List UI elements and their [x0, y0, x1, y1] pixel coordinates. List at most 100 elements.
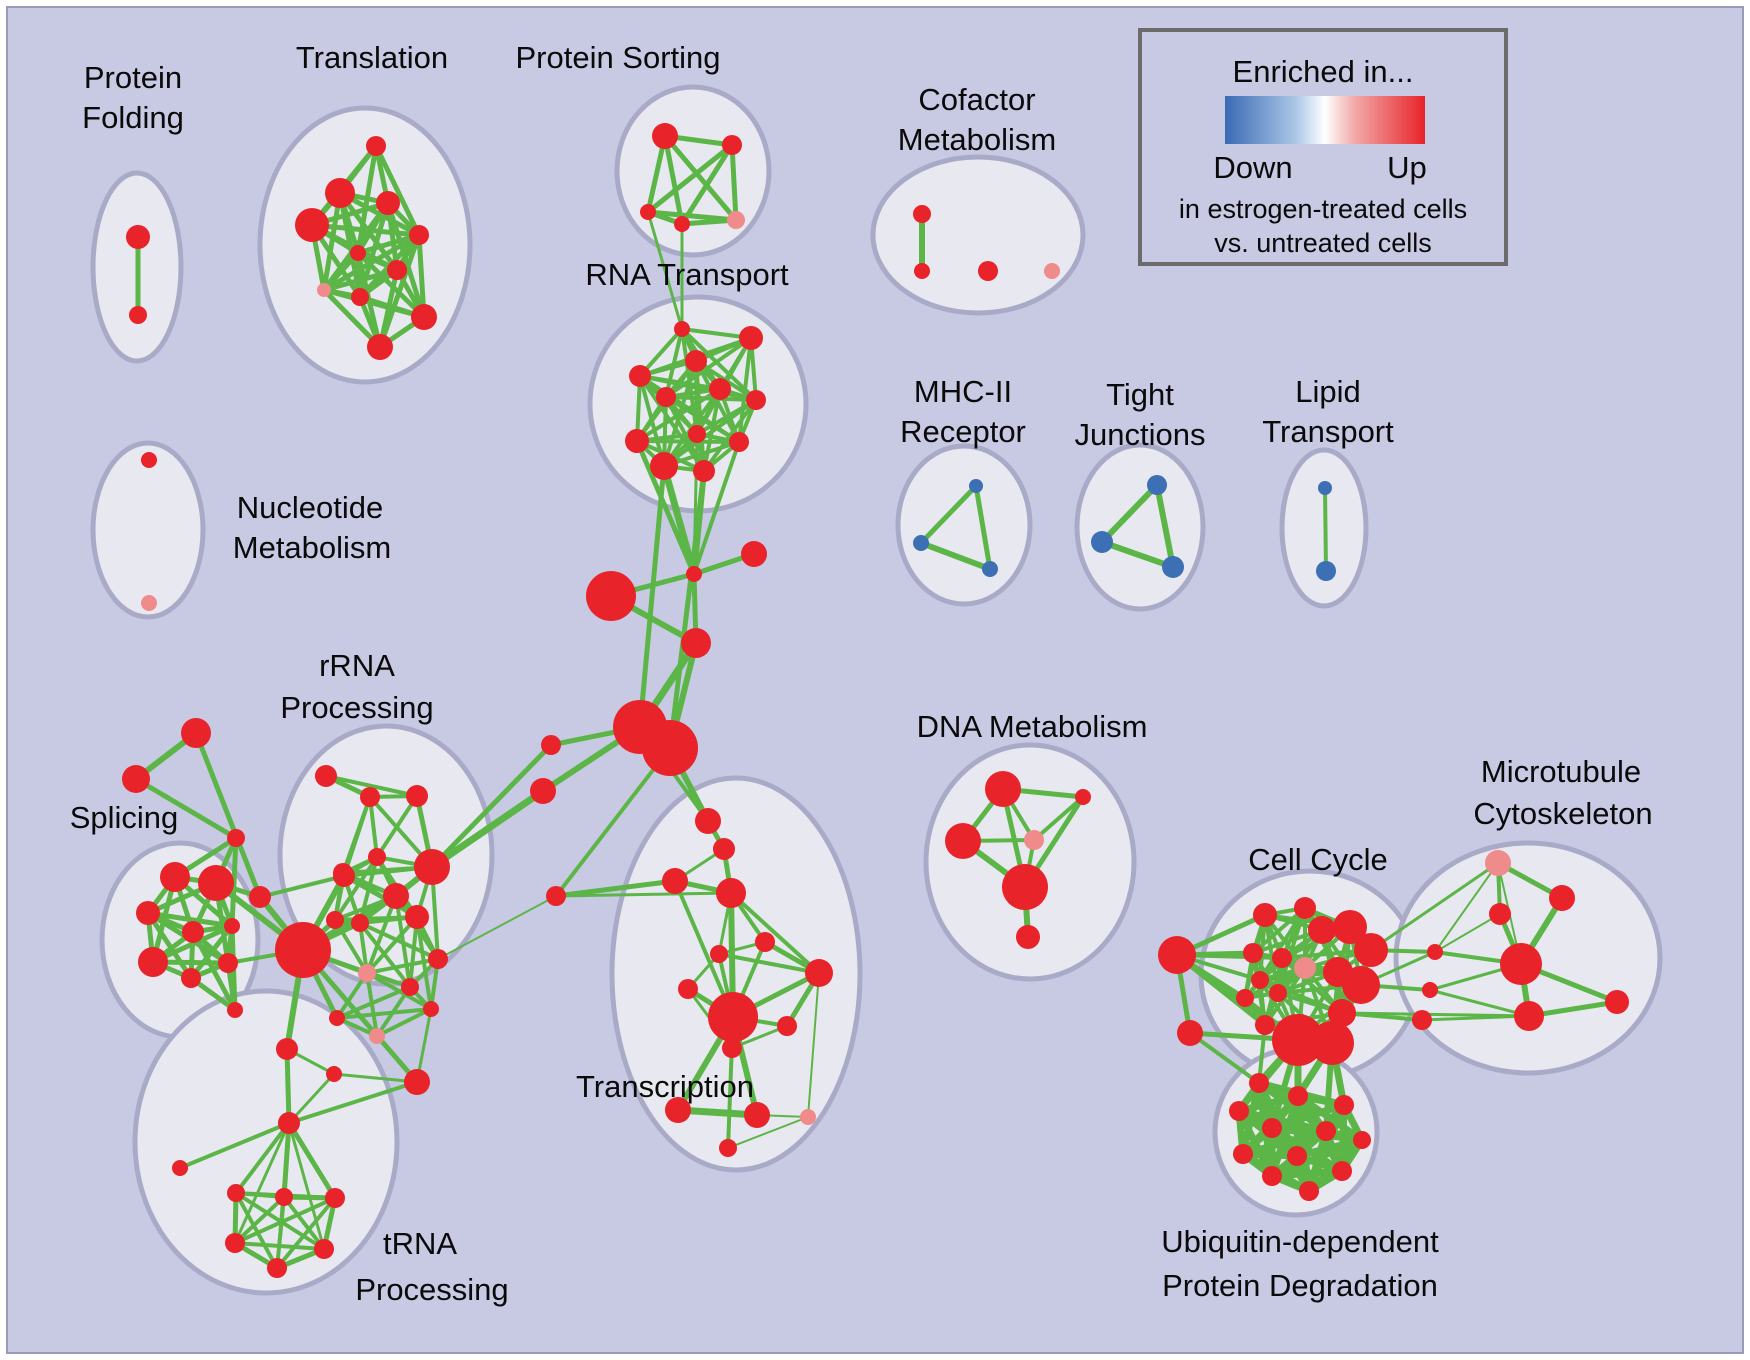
- gene-set-node[interactable]: [414, 849, 450, 885]
- gene-set-node[interactable]: [182, 921, 204, 943]
- gene-set-node[interactable]: [739, 326, 763, 350]
- gene-set-node[interactable]: [969, 479, 983, 493]
- gene-set-node[interactable]: [326, 1066, 342, 1082]
- gene-set-node[interactable]: [1016, 925, 1040, 949]
- gene-set-node[interactable]: [1412, 1010, 1432, 1030]
- gene-set-node[interactable]: [1262, 1118, 1282, 1138]
- gene-set-node[interactable]: [1233, 1144, 1253, 1164]
- gene-set-node[interactable]: [1251, 971, 1269, 989]
- gene-set-node[interactable]: [1500, 943, 1542, 985]
- gene-set-node[interactable]: [1177, 1020, 1203, 1046]
- gene-set-node[interactable]: [141, 595, 157, 611]
- gene-set-node[interactable]: [693, 460, 715, 482]
- gene-set-node[interactable]: [642, 720, 698, 776]
- gene-set-node[interactable]: [1308, 916, 1336, 944]
- gene-set-node[interactable]: [713, 838, 735, 860]
- gene-set-node[interactable]: [411, 304, 437, 330]
- gene-set-node[interactable]: [428, 949, 448, 969]
- gene-set-node[interactable]: [719, 1139, 737, 1157]
- gene-set-node[interactable]: [1489, 903, 1511, 925]
- gene-set-node[interactable]: [1485, 850, 1511, 876]
- gene-set-node[interactable]: [650, 452, 678, 480]
- gene-set-node[interactable]: [656, 387, 676, 407]
- gene-set-node[interactable]: [1158, 936, 1196, 974]
- gene-set-node[interactable]: [404, 1069, 430, 1095]
- gene-set-node[interactable]: [708, 992, 758, 1042]
- gene-set-node[interactable]: [1354, 933, 1388, 967]
- gene-set-node[interactable]: [1334, 1095, 1354, 1115]
- gene-set-node[interactable]: [181, 718, 211, 748]
- gene-set-node[interactable]: [1310, 1021, 1354, 1065]
- gene-set-node[interactable]: [1162, 556, 1184, 578]
- gene-set-node[interactable]: [945, 823, 981, 859]
- gene-set-node[interactable]: [1549, 885, 1575, 911]
- gene-set-node[interactable]: [225, 1233, 245, 1253]
- gene-set-node[interactable]: [227, 1002, 243, 1018]
- gene-set-node[interactable]: [329, 1010, 345, 1026]
- gene-set-node[interactable]: [141, 452, 157, 468]
- gene-set-node[interactable]: [625, 429, 649, 453]
- gene-set-node[interactable]: [129, 306, 147, 324]
- gene-set-node[interactable]: [423, 1001, 439, 1017]
- gene-set-node[interactable]: [406, 785, 428, 807]
- gene-set-node[interactable]: [218, 953, 238, 973]
- gene-set-node[interactable]: [383, 883, 409, 909]
- gene-set-node[interactable]: [982, 561, 998, 577]
- gene-set-node[interactable]: [1316, 561, 1336, 581]
- gene-set-node[interactable]: [314, 1239, 334, 1259]
- gene-set-node[interactable]: [1249, 1073, 1269, 1093]
- gene-set-node[interactable]: [325, 1188, 345, 1208]
- gene-set-node[interactable]: [777, 1016, 797, 1036]
- gene-set-node[interactable]: [800, 1109, 816, 1125]
- gene-set-node[interactable]: [1288, 1086, 1308, 1106]
- gene-set-node[interactable]: [409, 225, 429, 245]
- gene-set-node[interactable]: [315, 765, 337, 787]
- gene-set-node[interactable]: [541, 735, 561, 755]
- gene-set-node[interactable]: [405, 905, 429, 929]
- gene-set-node[interactable]: [122, 765, 150, 793]
- gene-set-node[interactable]: [1044, 263, 1060, 279]
- gene-set-node[interactable]: [710, 945, 728, 963]
- gene-set-node[interactable]: [1316, 1121, 1336, 1141]
- gene-set-node[interactable]: [295, 208, 329, 242]
- gene-set-node[interactable]: [387, 260, 407, 280]
- gene-set-node[interactable]: [1262, 1166, 1282, 1186]
- gene-set-node[interactable]: [546, 886, 566, 906]
- gene-set-node[interactable]: [1272, 948, 1292, 968]
- gene-set-node[interactable]: [722, 1038, 742, 1058]
- gene-set-node[interactable]: [317, 283, 331, 297]
- gene-set-node[interactable]: [1253, 903, 1277, 927]
- gene-set-node[interactable]: [744, 1102, 770, 1128]
- gene-set-node[interactable]: [1229, 1101, 1249, 1121]
- gene-set-node[interactable]: [1342, 966, 1380, 1004]
- gene-set-node[interactable]: [360, 787, 380, 807]
- gene-set-node[interactable]: [368, 848, 386, 866]
- gene-set-node[interactable]: [741, 541, 767, 567]
- gene-set-node[interactable]: [709, 378, 731, 400]
- gene-set-node[interactable]: [1091, 531, 1113, 553]
- gene-set-node[interactable]: [716, 878, 746, 908]
- gene-set-node[interactable]: [652, 123, 678, 149]
- gene-set-node[interactable]: [367, 334, 393, 360]
- gene-set-node[interactable]: [366, 136, 386, 156]
- gene-set-node[interactable]: [172, 1160, 188, 1176]
- gene-set-node[interactable]: [1422, 982, 1438, 998]
- gene-set-node[interactable]: [275, 922, 331, 978]
- gene-set-node[interactable]: [1333, 910, 1367, 944]
- gene-set-node[interactable]: [1294, 957, 1316, 979]
- gene-set-node[interactable]: [1332, 1161, 1352, 1181]
- gene-set-node[interactable]: [913, 205, 931, 223]
- gene-set-node[interactable]: [1255, 1015, 1275, 1035]
- gene-set-node[interactable]: [1353, 1131, 1371, 1149]
- gene-set-node[interactable]: [629, 365, 651, 387]
- gene-set-node[interactable]: [686, 566, 702, 582]
- gene-set-node[interactable]: [695, 808, 721, 834]
- gene-set-node[interactable]: [662, 868, 688, 894]
- gene-set-node[interactable]: [249, 886, 271, 908]
- gene-set-node[interactable]: [1024, 830, 1044, 850]
- gene-set-node[interactable]: [978, 261, 998, 281]
- gene-set-node[interactable]: [181, 968, 201, 988]
- gene-set-node[interactable]: [1147, 475, 1167, 495]
- gene-set-node[interactable]: [674, 216, 690, 232]
- gene-set-node[interactable]: [1075, 789, 1091, 805]
